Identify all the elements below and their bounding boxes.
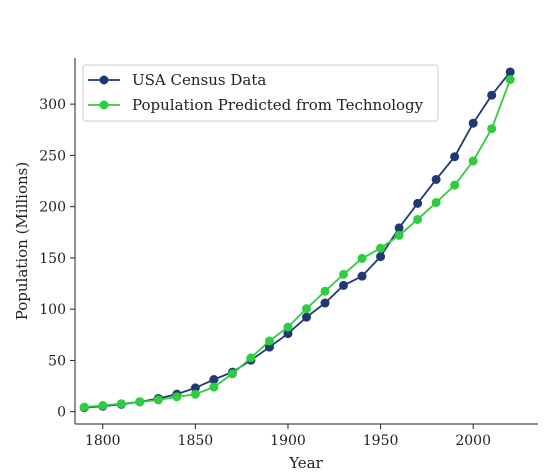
data-point	[172, 392, 182, 402]
data-point	[505, 75, 515, 85]
plot-area	[79, 67, 515, 413]
x-tick-label: 1800	[85, 433, 121, 449]
series-line	[84, 71, 511, 409]
data-point	[116, 399, 126, 409]
data-point	[320, 298, 330, 308]
data-point	[468, 118, 478, 128]
data-point	[209, 382, 219, 392]
data-point	[227, 369, 237, 379]
x-tick-label: 1900	[270, 433, 306, 449]
legend-label: USA Census Data	[132, 71, 266, 89]
y-tick-label: 0	[57, 405, 66, 421]
data-point	[450, 180, 460, 190]
y-tick-label: 200	[39, 200, 66, 216]
data-point	[505, 67, 515, 77]
legend-marker	[99, 75, 109, 85]
x-tick-label: 2000	[455, 433, 491, 449]
y-ticks: 0 50 100 150 200 250 300	[39, 97, 75, 421]
data-point	[413, 198, 423, 208]
data-point	[339, 280, 349, 290]
data-point	[153, 395, 163, 405]
data-point	[264, 336, 274, 346]
data-point	[79, 402, 89, 412]
legend-label: Population Predicted from Technology	[132, 96, 424, 114]
data-point	[209, 375, 219, 385]
data-point	[413, 214, 423, 224]
data-point	[320, 286, 330, 296]
data-point	[339, 269, 349, 279]
data-point	[468, 156, 478, 166]
y-tick-label: 250	[39, 148, 66, 164]
data-point	[264, 342, 274, 352]
data-point	[450, 152, 460, 162]
data-point	[283, 329, 293, 339]
data-point	[190, 389, 200, 399]
legend: USA Census Data Population Predicted from…	[82, 64, 439, 122]
data-point	[302, 304, 311, 314]
data-point	[431, 174, 441, 184]
x-ticks: 1800 1850 1900 1950 2000	[85, 424, 491, 449]
data-point	[135, 397, 145, 407]
data-point	[487, 124, 497, 134]
data-point	[357, 253, 367, 263]
series-2	[79, 75, 515, 412]
data-point	[394, 230, 404, 240]
x-tick-label: 1850	[178, 433, 214, 449]
y-axis-label: Population (Millions)	[13, 162, 31, 320]
x-axis-label: Year	[288, 454, 323, 472]
y-tick-label: 300	[39, 97, 66, 113]
legend-box	[82, 64, 439, 122]
data-point	[246, 353, 256, 363]
data-point	[487, 90, 497, 100]
x-tick-label: 1950	[363, 433, 399, 449]
y-tick-label: 150	[39, 251, 66, 267]
data-point	[283, 322, 293, 332]
series-line	[84, 79, 512, 408]
data-point	[98, 401, 108, 411]
y-tick-label: 50	[48, 353, 66, 369]
axes	[74, 58, 538, 425]
data-point	[376, 252, 386, 262]
data-point	[394, 223, 404, 233]
data-point	[357, 271, 367, 281]
data-point	[190, 383, 200, 393]
data-point	[302, 312, 311, 322]
data-point	[431, 198, 441, 208]
data-point	[376, 243, 386, 253]
legend-marker	[99, 100, 109, 110]
y-tick-label: 100	[39, 302, 66, 318]
